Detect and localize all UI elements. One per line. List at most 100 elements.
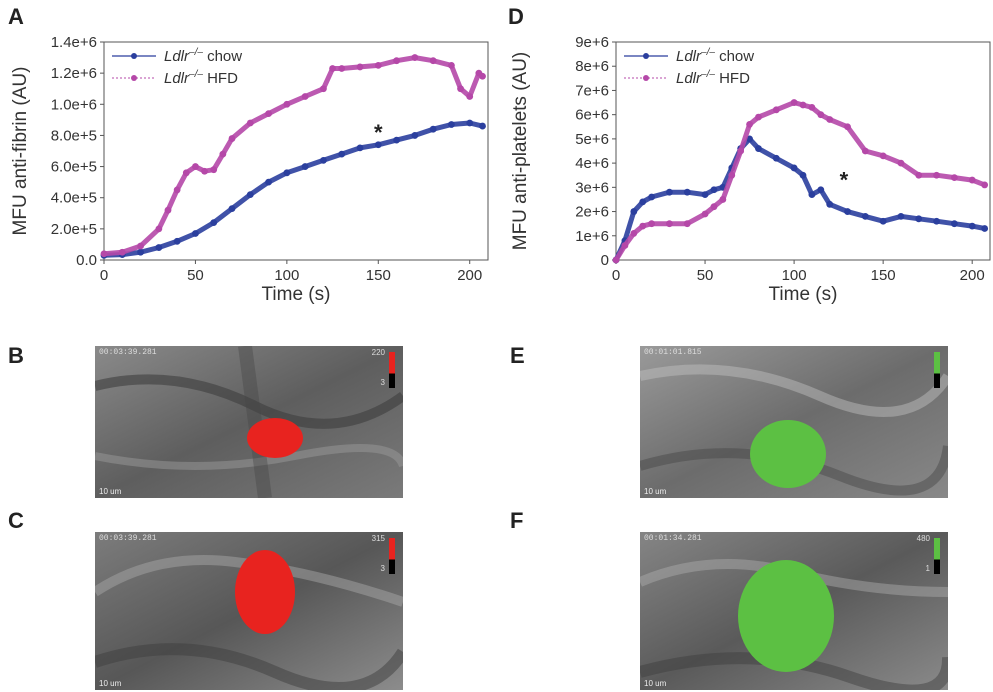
fibrin-clot <box>247 418 303 458</box>
panel-label-c: C <box>8 508 24 533</box>
colorbar-min: 3 <box>380 564 385 573</box>
scale-bar-label: 10 um <box>644 679 667 688</box>
data-point-0 <box>701 191 709 199</box>
data-point-0 <box>320 156 327 164</box>
data-point-1 <box>173 186 181 194</box>
data-point-0 <box>933 217 940 225</box>
timestamp: 00:03:39.281 <box>99 348 157 357</box>
data-point-0 <box>826 200 834 208</box>
x-tick-label: 100 <box>274 267 299 284</box>
data-point-1 <box>826 116 834 123</box>
data-point-0 <box>356 144 364 152</box>
micrograph-c-fibrin: 00:03:39.281 10 um 315 3 <box>95 532 403 690</box>
x-tick-label: 100 <box>782 267 807 284</box>
data-point-1 <box>411 54 419 61</box>
colorbar <box>934 352 940 388</box>
data-point-1 <box>338 65 346 72</box>
data-point-0 <box>429 125 437 133</box>
data-point-0 <box>772 154 780 162</box>
chart-platelets: 0 1e+6 2e+6 3e+6 4e+6 5e+6 6e+6 7e+6 8e+6 9e+6 0 50… <box>500 0 993 320</box>
colorbar <box>389 538 395 574</box>
data-point-1 <box>817 111 825 119</box>
y-axis-label: MFU anti-platelets (AU) <box>510 52 531 251</box>
plot-frame <box>103 41 489 261</box>
y-tick-label: 2e+6 <box>575 204 609 221</box>
legend-label: Ldlr–/– chow <box>164 47 242 65</box>
data-point-0 <box>844 208 851 215</box>
x-tick-label: 50 <box>697 267 714 284</box>
plot-frame <box>615 41 991 261</box>
data-point-1 <box>621 242 629 249</box>
colorbar-max: 480 <box>916 534 930 543</box>
data-point-0 <box>173 237 181 245</box>
micrograph-c-image <box>95 532 403 690</box>
data-point-0 <box>192 230 199 237</box>
x-tick-label: 200 <box>960 267 985 284</box>
data-point-0 <box>228 205 236 213</box>
data-point-0 <box>393 136 400 144</box>
data-point-1 <box>981 181 989 189</box>
y-tick-label: 5e+6 <box>575 131 609 148</box>
data-point-0 <box>817 186 825 194</box>
data-point-0 <box>799 171 807 179</box>
colorbar-max: 315 <box>371 534 385 543</box>
data-point-0 <box>683 188 691 196</box>
x-tick-label: 150 <box>871 267 896 284</box>
data-point-1 <box>790 99 798 106</box>
data-point-1 <box>639 222 647 230</box>
micrograph-e-image <box>640 346 948 498</box>
series-line-1 <box>101 55 485 257</box>
data-point-1 <box>772 106 780 114</box>
panel-label-f: F <box>510 508 524 533</box>
data-point-1 <box>719 196 727 203</box>
data-point-0 <box>411 132 419 139</box>
y-tick-label: 1.0e+6 <box>51 96 97 113</box>
data-point-0 <box>374 141 382 149</box>
data-point-1 <box>630 229 638 237</box>
data-point-1 <box>728 171 736 179</box>
data-point-0 <box>210 219 218 227</box>
y-tick-label: 4.0e+5 <box>51 190 97 207</box>
y-tick-label: 1.2e+6 <box>51 65 97 82</box>
legend-marker <box>131 75 137 81</box>
data-point-1 <box>374 61 382 69</box>
data-point-1 <box>479 72 486 80</box>
data-point-0 <box>968 222 976 230</box>
data-point-1 <box>466 93 474 100</box>
data-point-1 <box>283 100 291 108</box>
data-point-1 <box>182 169 190 177</box>
y-tick-label: 7e+6 <box>575 82 609 99</box>
data-point-1 <box>301 93 309 100</box>
data-point-1 <box>666 220 673 228</box>
timestamp: 00:01:01.815 <box>644 348 702 357</box>
panel-label-e: E <box>510 343 525 368</box>
data-point-1 <box>448 61 455 69</box>
legend-marker <box>131 53 137 59</box>
data-point-1 <box>210 166 218 174</box>
timestamp: 00:03:39.281 <box>99 534 157 543</box>
x-tick-label: 0 <box>100 267 108 284</box>
data-point-1 <box>844 123 851 131</box>
data-point-1 <box>155 225 163 233</box>
data-point-1 <box>701 210 709 218</box>
data-point-1 <box>799 101 807 109</box>
y-tick-label: 8.0e+5 <box>51 127 97 144</box>
data-point-1 <box>746 120 753 128</box>
micrograph-e-platelets: 00:01:01.815 10 um <box>640 346 948 498</box>
data-point-1 <box>219 150 227 158</box>
significance-star: * <box>840 167 849 192</box>
legend-label: Ldlr–/– HFD <box>164 69 238 87</box>
platelet-aggregate <box>738 560 834 672</box>
data-point-0 <box>246 191 254 199</box>
data-point-0 <box>338 150 346 158</box>
data-point-0 <box>861 213 869 220</box>
panel-label-a: A <box>8 4 24 29</box>
data-point-1 <box>228 135 236 142</box>
y-tick-label: 6e+6 <box>575 107 609 124</box>
data-point-1 <box>683 220 691 228</box>
micrograph-f-platelets: 00:01:34.281 10 um 480 1 <box>640 532 948 690</box>
y-tick-label: 0 <box>601 252 609 269</box>
scale-bar-label: 10 um <box>99 679 122 688</box>
data-point-0 <box>950 220 958 228</box>
data-point-1 <box>201 167 208 175</box>
